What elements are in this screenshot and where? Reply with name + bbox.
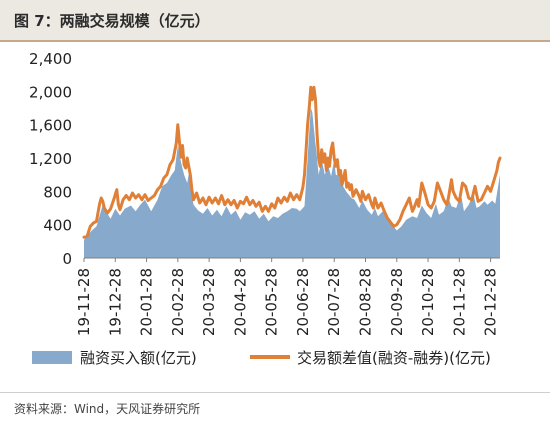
y-tick-label: 1,600 — [29, 117, 72, 135]
x-tick-label: 20-10-28 — [419, 268, 437, 336]
x-tick-label: 20-01-28 — [138, 268, 156, 336]
chart: 0 400 800 1,200 1,600 2,000 2,400 19-11-28 19-12… — [29, 50, 502, 367]
title-bar — [0, 0, 550, 40]
y-tick-label: 400 — [43, 217, 72, 235]
y-tick-label: 800 — [43, 183, 72, 201]
source-note: 资料来源：Wind，天风证券研究所 — [14, 402, 201, 416]
series-area-financing-buy — [84, 108, 500, 258]
x-tick-label: 20-12-28 — [482, 268, 500, 336]
legend-label-area: 融资买入额(亿元) — [80, 349, 197, 367]
legend-swatch-area — [32, 351, 72, 364]
y-tick-label: 2,400 — [29, 50, 72, 68]
x-tick-label: 20-08-28 — [357, 268, 375, 336]
x-tick-label: 20-02-28 — [169, 268, 187, 336]
x-tick-label: 20-03-28 — [200, 268, 218, 336]
x-tick-label: 20-05-28 — [263, 268, 281, 336]
x-tick-label: 20-06-28 — [294, 268, 312, 336]
x-tick-label: 20-11-28 — [450, 268, 468, 336]
series-line-trade-difference — [82, 85, 502, 239]
x-tick-label: 20-07-28 — [325, 268, 343, 336]
figure-title: 图 7：两融交易规模（亿元） — [14, 12, 210, 30]
y-tick-label: 1,200 — [29, 150, 72, 168]
x-tick-label: 19-12-28 — [106, 268, 124, 336]
x-tick-label: 20-04-28 — [231, 268, 249, 336]
x-tick-label: 19-11-28 — [75, 268, 93, 336]
x-tick-label: 20-09-28 — [388, 268, 406, 336]
y-tick-label: 2,000 — [29, 83, 72, 101]
legend-label-line: 交易额差值(融资-融券)(亿元) — [297, 349, 491, 367]
y-tick-label: 0 — [62, 250, 72, 268]
footer-rule — [0, 392, 550, 393]
title-rule — [0, 40, 550, 42]
